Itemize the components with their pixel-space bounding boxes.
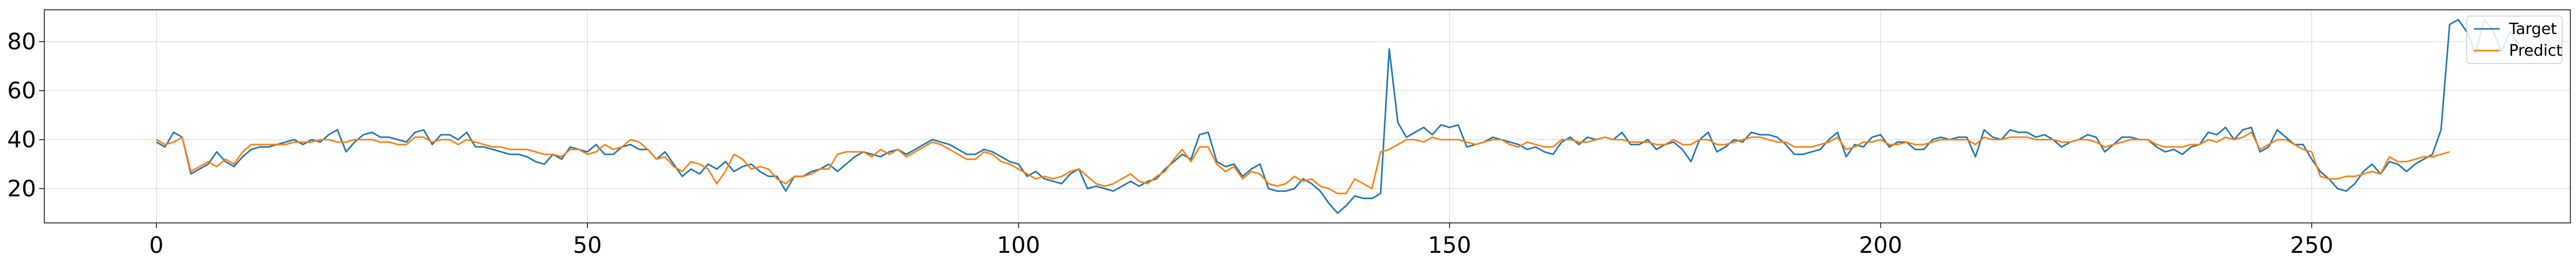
legend: Target Predict [2466, 15, 2563, 64]
x-tick-label: 100 [997, 232, 1040, 258]
y-tick-label: 80 [7, 29, 36, 55]
y-axis-ticks: 20 40 60 80 [7, 29, 44, 202]
legend-label-predict: Predict [2509, 42, 2563, 60]
legend-box [2466, 15, 2563, 64]
y-tick-label: 60 [7, 78, 36, 104]
x-tick-label: 0 [149, 232, 164, 258]
x-tick-label: 50 [573, 232, 602, 258]
x-tick-label: 250 [2290, 232, 2333, 258]
series-line-predict [156, 131, 2450, 195]
series-lines [156, 19, 2519, 214]
plot-frame [44, 9, 2571, 223]
y-tick-label: 20 [7, 176, 36, 202]
legend-label-target: Target [2509, 20, 2557, 38]
series-line-target [156, 19, 2519, 214]
x-axis-ticks: 0 50 100 150 200 250 [149, 223, 2333, 258]
y-tick-label: 40 [7, 127, 36, 153]
x-tick-label: 150 [1428, 232, 1471, 258]
x-tick-label: 200 [1859, 232, 1902, 258]
